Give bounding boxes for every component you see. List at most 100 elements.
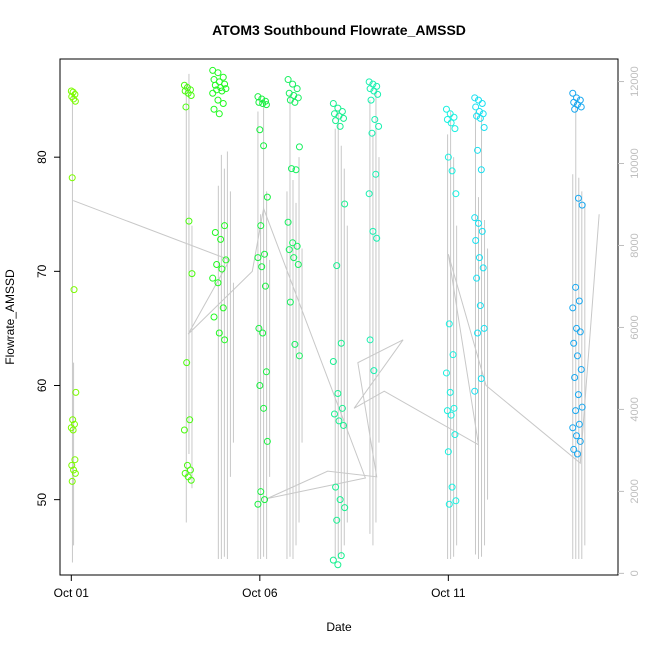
data-point bbox=[365, 190, 373, 198]
data-point bbox=[263, 193, 271, 201]
data-point bbox=[475, 254, 483, 262]
data-point bbox=[366, 336, 374, 344]
data-point bbox=[577, 366, 585, 374]
data-point bbox=[257, 222, 265, 230]
data-point bbox=[444, 153, 452, 161]
data-point bbox=[370, 367, 378, 375]
chart-title: ATOM3 Southbound Flowrate_AMSSD bbox=[212, 22, 466, 38]
data-point bbox=[186, 416, 194, 424]
data-point bbox=[334, 104, 342, 112]
data-point bbox=[329, 100, 337, 108]
data-point bbox=[442, 369, 450, 377]
data-point bbox=[69, 426, 77, 434]
data-point bbox=[286, 298, 294, 306]
y2-tick-label: 10000 bbox=[629, 148, 641, 179]
data-point bbox=[569, 304, 577, 312]
data-point bbox=[450, 404, 458, 412]
data-point bbox=[70, 95, 78, 103]
data-point bbox=[187, 92, 195, 100]
data-point bbox=[578, 201, 586, 209]
data-point bbox=[68, 93, 76, 101]
data-point bbox=[294, 260, 302, 268]
data-point bbox=[332, 483, 340, 491]
data-point bbox=[254, 254, 262, 262]
data-point bbox=[572, 283, 580, 291]
data-point bbox=[221, 222, 229, 230]
data-point bbox=[291, 98, 299, 106]
data-point bbox=[218, 265, 226, 273]
data-point bbox=[333, 516, 341, 524]
data-point bbox=[366, 85, 374, 93]
data-point bbox=[340, 114, 348, 122]
data-point bbox=[214, 69, 222, 77]
data-point bbox=[256, 126, 264, 134]
data-point bbox=[473, 112, 481, 120]
data-point bbox=[257, 488, 265, 496]
data-point bbox=[369, 227, 377, 235]
data-point bbox=[69, 88, 77, 96]
data-point bbox=[68, 174, 76, 182]
data-point bbox=[295, 352, 303, 360]
data-point bbox=[443, 116, 451, 124]
data-points bbox=[67, 66, 586, 569]
data-point bbox=[185, 217, 193, 225]
data-point bbox=[446, 388, 454, 396]
data-point bbox=[448, 167, 456, 175]
data-point bbox=[574, 391, 582, 399]
y2-tick-label: 6000 bbox=[629, 315, 641, 339]
data-point bbox=[260, 404, 268, 412]
data-point bbox=[284, 218, 292, 226]
data-point bbox=[217, 84, 225, 92]
data-point bbox=[289, 239, 297, 247]
data-point bbox=[336, 122, 344, 130]
data-point bbox=[472, 103, 480, 111]
data-point bbox=[290, 254, 298, 262]
data-point bbox=[255, 98, 263, 106]
data-point bbox=[214, 96, 222, 104]
data-point bbox=[219, 73, 227, 81]
data-point bbox=[180, 426, 188, 434]
data-point bbox=[474, 329, 482, 337]
grey-bars bbox=[71, 73, 586, 563]
data-point bbox=[576, 437, 584, 445]
axes: Oct 01 Oct 06 Oct 11 50 60 70 80 0 2000 4000 6000 8… bbox=[35, 66, 641, 600]
data-point bbox=[262, 368, 270, 376]
data-point bbox=[289, 80, 297, 88]
data-point bbox=[444, 448, 452, 456]
data-point bbox=[480, 123, 488, 131]
data-point bbox=[479, 264, 487, 272]
data-point bbox=[259, 100, 267, 108]
data-point bbox=[188, 270, 196, 278]
data-point bbox=[476, 302, 484, 310]
data-point bbox=[263, 437, 271, 445]
data-point bbox=[261, 282, 269, 290]
data-point bbox=[337, 552, 345, 560]
data-point bbox=[217, 235, 225, 243]
data-point bbox=[341, 504, 349, 512]
data-point bbox=[477, 375, 485, 383]
data-point bbox=[472, 237, 480, 245]
data-point bbox=[215, 110, 223, 118]
data-point bbox=[474, 146, 482, 154]
data-point bbox=[213, 86, 221, 94]
data-point bbox=[569, 89, 577, 97]
data-point bbox=[70, 286, 78, 294]
data-point bbox=[573, 324, 581, 332]
y2-tick-label: 12000 bbox=[629, 66, 641, 97]
data-point bbox=[336, 496, 344, 504]
x-tick-label: Oct 06 bbox=[242, 586, 278, 600]
data-point bbox=[338, 404, 346, 412]
data-point bbox=[371, 116, 379, 124]
data-point bbox=[211, 229, 219, 237]
y-tick-label: 80 bbox=[35, 150, 49, 164]
data-point bbox=[215, 329, 223, 337]
data-point bbox=[71, 469, 79, 477]
data-point bbox=[293, 242, 301, 250]
data-point bbox=[256, 381, 264, 389]
data-point bbox=[72, 388, 80, 396]
data-point bbox=[222, 256, 230, 264]
data-point bbox=[329, 556, 337, 564]
data-point bbox=[209, 89, 217, 97]
